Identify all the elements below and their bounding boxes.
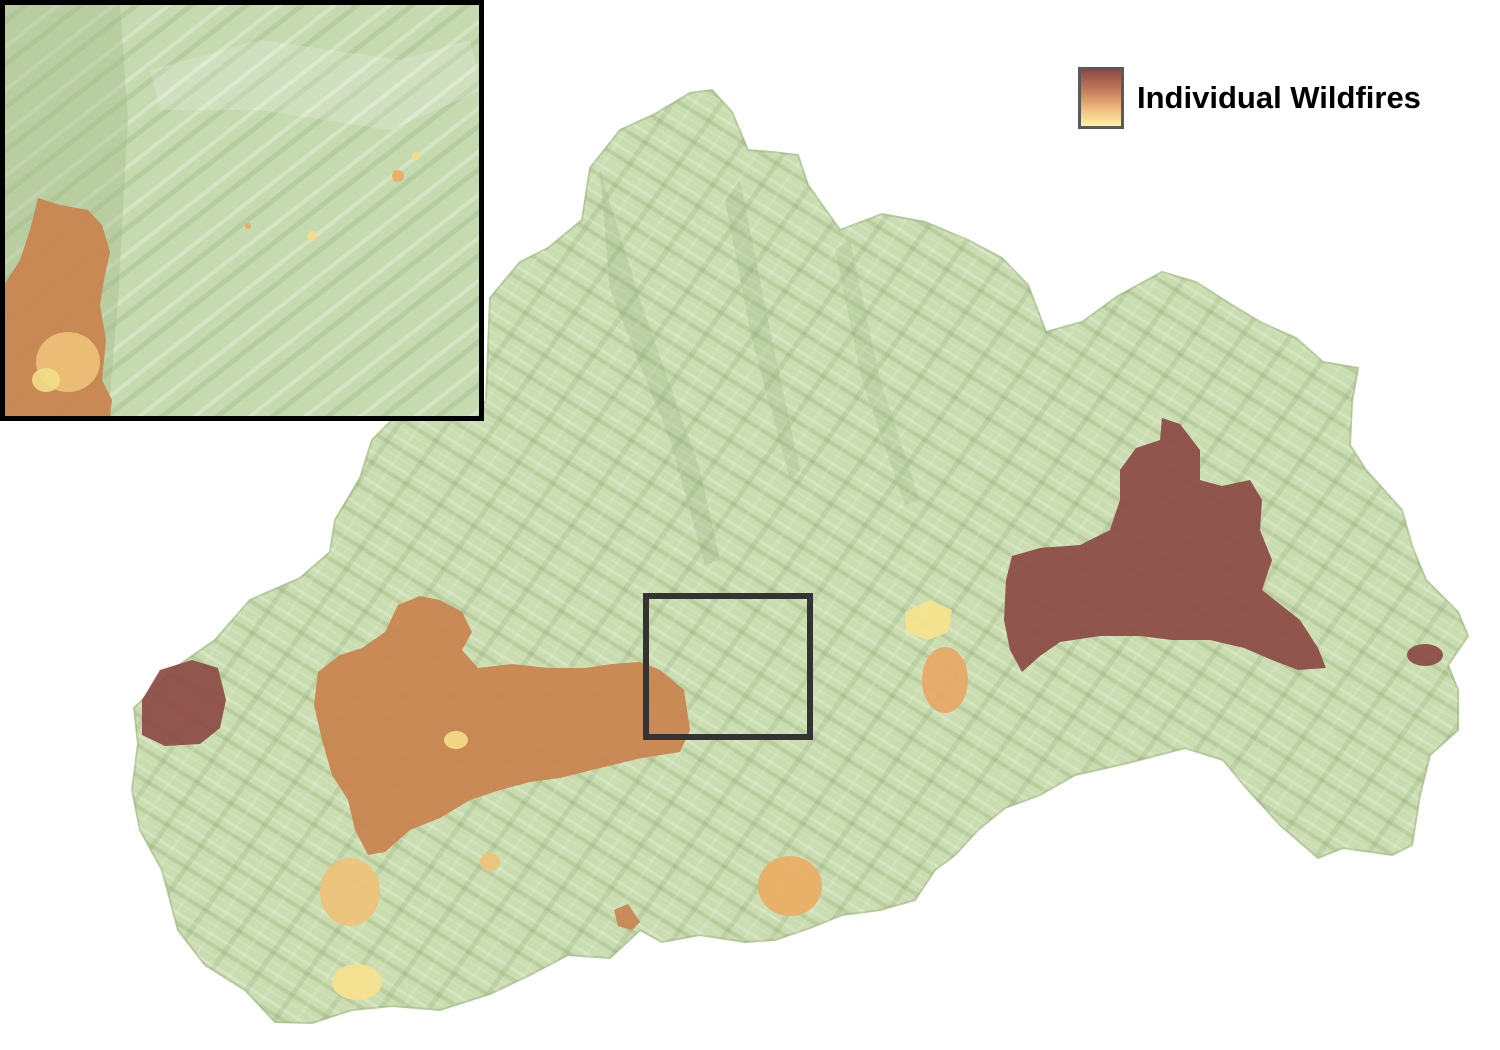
wildfire-far-east-dark [1407, 644, 1443, 666]
wildfire-center-light-orange [922, 647, 968, 713]
wildfire-center-pale-yellow [905, 600, 952, 640]
wildfire-perimeters [142, 418, 1443, 1000]
zoom-extent-box [643, 593, 813, 740]
wildfire-west-dark [142, 660, 226, 746]
legend-label: Individual Wildfires [1137, 80, 1421, 115]
wildfire-small-orange [614, 904, 640, 930]
wildfire-central-orange [314, 596, 690, 855]
wildfire-sw-pale [332, 964, 382, 1000]
legend: Individual Wildfires [1078, 65, 1421, 131]
wildfire-sw-yellow [320, 858, 380, 926]
inset-map [0, 0, 484, 421]
wildfire-small-yellow [480, 853, 500, 871]
wildfire-east-dark [1004, 418, 1326, 672]
fire-severity-gradient-swatch [1078, 67, 1124, 129]
wildfire-central-yellow-patch [444, 731, 468, 749]
wildfire-south-orange [758, 856, 822, 916]
inset-frame [0, 0, 484, 421]
